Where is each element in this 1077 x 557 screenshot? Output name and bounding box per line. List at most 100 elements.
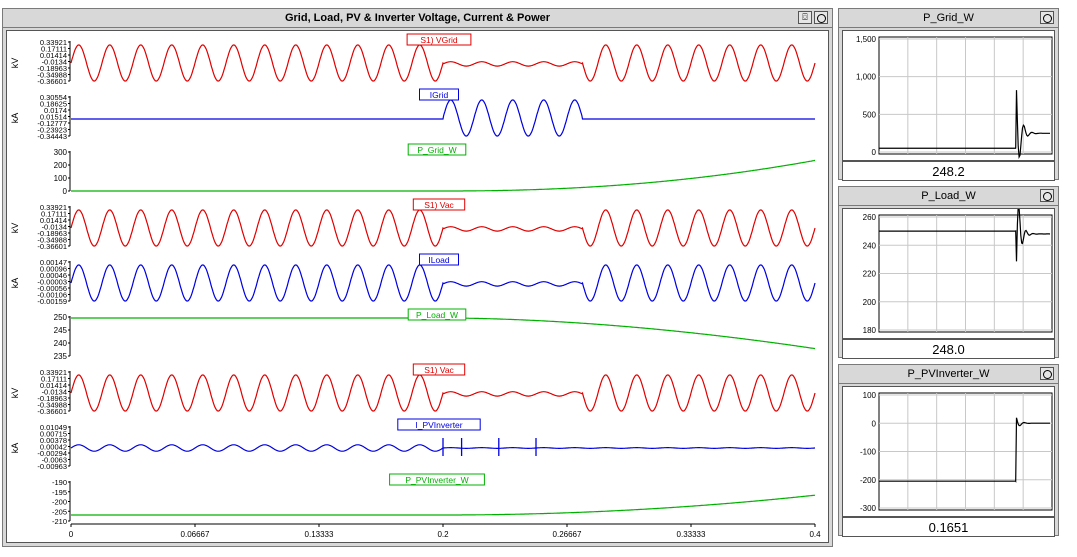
trace-row: kV0.339210.171110.01414-0.0134-0.18963-0… — [10, 198, 816, 251]
y-tick-label: 100 — [54, 174, 68, 183]
y-tick-label: -0.0134 — [42, 58, 67, 67]
trace-row: -190-195-200-205-210 P_PVInverter_W — [52, 473, 816, 526]
meter-title: P_Grid_W — [839, 9, 1058, 28]
waveform-trace — [70, 264, 816, 302]
y-tick-label: 0 — [872, 419, 877, 428]
series-label[interactable]: S1) Vac — [412, 363, 466, 376]
meter-plot: 100 0 -100 -200 -300 — [842, 386, 1055, 517]
axis-unit-label: kA — [10, 278, 20, 289]
series-label[interactable]: P_PVInverter_W — [389, 473, 485, 486]
meter-readout: 248.2 — [842, 161, 1055, 181]
options-circle-icon[interactable] — [1040, 11, 1054, 24]
svg-text:P_PVInverter_W: P_PVInverter_W — [405, 475, 468, 485]
y-tick-label: 200 — [863, 298, 877, 307]
series-label[interactable]: S1) VGrid — [406, 33, 472, 46]
y-tick-label: 100 — [863, 391, 877, 400]
y-tick-label: 0.33921 — [40, 368, 67, 377]
options-circle-icon[interactable] — [1040, 367, 1054, 380]
y-tick-label: -100 — [860, 448, 877, 457]
axis-unit-label: kA — [10, 113, 20, 124]
y-tick-label: 0.00378 — [40, 436, 67, 445]
y-tick-label: -0.23923 — [37, 126, 67, 135]
meter-title: P_PVInverter_W — [839, 365, 1058, 384]
y-tick-label: -190 — [52, 478, 67, 487]
series-label[interactable]: P_Grid_W — [407, 143, 467, 156]
series-label[interactable]: I_PVInverter — [397, 418, 481, 431]
y-tick-label: 0.33921 — [40, 203, 67, 212]
trace-row: kA0.305540.186250.01740.01514-0.12777-0.… — [10, 88, 815, 141]
y-tick-label: 0 — [63, 187, 68, 196]
y-tick-label: -0.00294 — [37, 449, 67, 458]
svg-text:S1) Vac: S1) Vac — [424, 200, 454, 210]
y-tick-label: 0.18625 — [40, 100, 67, 109]
y-tick-label: -300 — [860, 504, 877, 513]
y-tick-label: 250 — [54, 313, 68, 322]
svg-text:S1) VGrid: S1) VGrid — [420, 35, 458, 45]
y-tick-label: 245 — [54, 326, 68, 335]
meter-readout: 0.1651 — [842, 517, 1055, 537]
svg-text:IGrid: IGrid — [430, 90, 449, 100]
x-tick-label: 0.4 — [809, 530, 821, 539]
x-tick-label: 0.06667 — [181, 530, 210, 539]
y-tick-label: -0.18963 — [37, 229, 67, 238]
y-tick-label: -0.00106 — [37, 291, 67, 300]
series-label[interactable]: S1) Vac — [412, 198, 466, 211]
y-tick-label: 0.01414 — [40, 51, 67, 60]
options-circle-icon[interactable] — [1040, 189, 1054, 202]
y-tick-label: 220 — [863, 270, 877, 279]
meter-plot-svg: 100 0 -100 -200 -300 — [860, 391, 1053, 513]
snapshot-icon[interactable]: ⌼ — [798, 11, 812, 24]
trace-row: kV0.339210.171110.01414-0.0134-0.18963-0… — [10, 33, 816, 86]
meter-trace — [879, 90, 1050, 160]
y-tick-label: -0.0134 — [42, 388, 67, 397]
y-tick-label: 0.00046 — [40, 271, 67, 280]
series-label[interactable]: P_Load_W — [407, 308, 467, 321]
waveform-trace — [71, 494, 816, 516]
x-tick-label: 0.26667 — [553, 530, 582, 539]
y-tick-label: -0.0134 — [42, 223, 67, 232]
y-tick-label: -0.34988 — [37, 401, 67, 410]
y-tick-label: -0.34988 — [37, 236, 67, 245]
meter-plot-svg: 1,500 1,000 500 0 — [856, 35, 1053, 160]
x-tick-label: 0.13333 — [305, 530, 334, 539]
meter-readout: 248.0 — [842, 339, 1055, 359]
main-plot-area: kV 0.33921 0.17111 0.01414 -0.0134 -0.18963 -0… — [6, 30, 829, 543]
trace-row: kV0.339210.171110.01414-0.0134-0.18963-0… — [10, 363, 816, 416]
y-tick-label: 0.33921 — [40, 38, 67, 47]
waveform-trace — [71, 99, 815, 137]
trace-row: kA0.010490.007150.003780.00042-0.00294-0… — [10, 418, 815, 471]
meter-panel-pvinverter: P_PVInverter_W 100 0 -100 -200 -300 0.1651 — [838, 364, 1059, 537]
y-tick-label: 0.17111 — [41, 210, 67, 219]
y-tick-label: -0.18963 — [37, 394, 67, 403]
waveform-trace — [71, 317, 816, 350]
y-tick-label: -0.36601 — [37, 407, 67, 416]
waveform-trace — [70, 44, 816, 82]
series-label[interactable]: IGrid — [419, 88, 459, 101]
y-tick-label: -210 — [52, 517, 67, 526]
meter-trace — [879, 417, 1050, 483]
y-tick-label: -205 — [52, 507, 67, 516]
axis-unit-label: kA — [10, 443, 20, 454]
y-tick-label: 240 — [863, 241, 877, 250]
y-tick-label: -200 — [52, 498, 67, 507]
y-tick-label: -0.36601 — [37, 242, 67, 251]
options-circle-icon[interactable] — [814, 11, 828, 24]
svg-text:P_Load_W: P_Load_W — [416, 310, 458, 320]
x-tick-label: 0.2 — [437, 530, 449, 539]
meter-trace — [879, 206, 1051, 262]
x-tick-label: 0 — [69, 530, 74, 539]
waveform-trace — [70, 209, 816, 247]
y-tick-label: -0.34988 — [37, 71, 67, 80]
series-label[interactable]: ILoad — [419, 253, 459, 266]
svg-text:ILoad: ILoad — [428, 255, 450, 265]
y-tick-label: 180 — [863, 326, 877, 335]
trace-row: 300 200 100 0 P_Grid_W — [54, 143, 816, 196]
y-tick-label: 0.00096 — [40, 265, 67, 274]
y-tick-label: -0.00056 — [37, 284, 67, 293]
axis-unit-label: kV — [10, 388, 20, 399]
axis-unit-label: kV — [10, 223, 20, 234]
y-tick-label: 0.0174 — [44, 106, 67, 115]
x-tick-label: 0.33333 — [677, 530, 706, 539]
y-tick-label: 235 — [54, 352, 68, 361]
y-tick-label: 200 — [54, 161, 68, 170]
